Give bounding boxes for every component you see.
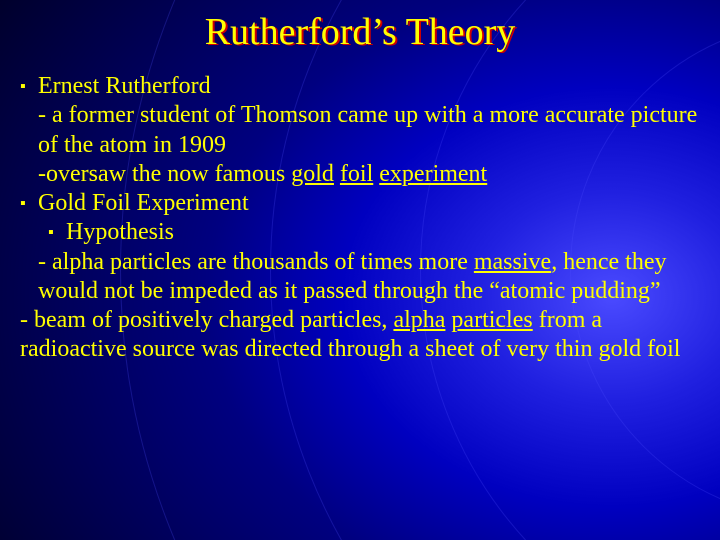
underlined-text: gold xyxy=(291,161,334,187)
bullet-icon: ▪ xyxy=(20,189,38,218)
bullet-text: Ernest Rutherford xyxy=(38,72,700,101)
underlined-text: alpha xyxy=(393,307,445,333)
bullet-continuation: -oversaw the now famous gold foil experi… xyxy=(20,160,700,189)
sub-bullet-item: ▪ Hypothesis xyxy=(20,218,700,247)
slide: Rutherford’s Theory Rutherford’s Theory … xyxy=(0,0,720,540)
bullet-continuation: - alpha particles are thousands of times… xyxy=(20,248,700,307)
underlined-text: experiment xyxy=(379,161,487,187)
text-fragment: - alpha particles are thousands of times… xyxy=(38,249,474,275)
underlined-text: particles xyxy=(451,307,532,333)
bullet-text: Gold Foil Experiment xyxy=(38,189,700,218)
bullet-item: ▪ Ernest Rutherford xyxy=(20,72,700,101)
text-fragment: -oversaw the now famous xyxy=(38,161,291,187)
bullet-continuation: - beam of positively charged particles, … xyxy=(20,306,700,365)
bullet-text: Hypothesis xyxy=(66,218,700,247)
bullet-item: ▪ Gold Foil Experiment xyxy=(20,189,700,218)
bullet-continuation: - a former student of Thomson came up wi… xyxy=(20,101,700,160)
underlined-text: massive xyxy=(474,249,551,275)
slide-title: Rutherford’s Theory Rutherford’s Theory xyxy=(0,10,720,54)
text-fragment: - beam of positively charged particles, xyxy=(20,307,393,333)
title-main: Rutherford’s Theory xyxy=(205,11,516,53)
bullet-icon: ▪ xyxy=(20,72,38,101)
underlined-text: foil xyxy=(340,161,373,187)
bullet-icon: ▪ xyxy=(48,218,66,247)
slide-body: ▪ Ernest Rutherford - a former student o… xyxy=(20,72,700,365)
